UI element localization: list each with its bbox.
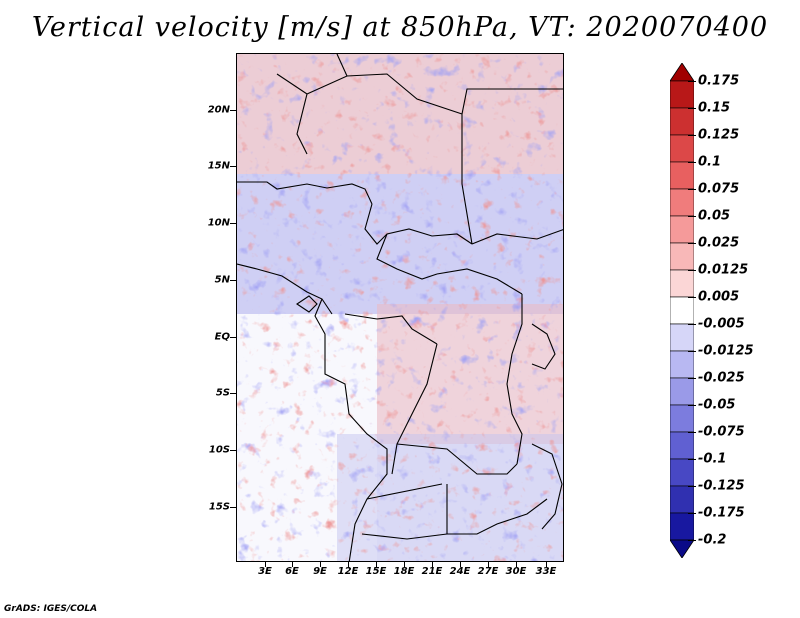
colorbar-tick — [688, 135, 696, 136]
colorbar-label: 0.175 — [698, 73, 740, 89]
lon-tick — [265, 562, 266, 567]
lon-label-9e: 9E — [313, 566, 327, 577]
lon-label-33e: 33E — [535, 566, 557, 577]
map-title: Vertical velocity [m/s] at 850hPa, VT: 2… — [31, 12, 769, 43]
colorbar-segment — [670, 107, 694, 136]
lon-label-12e: 12E — [337, 566, 359, 577]
colorbar-segment — [670, 188, 694, 217]
colorbar — [670, 63, 694, 558]
lat-label-5s: 5S — [215, 387, 230, 399]
colorbar-tick — [688, 108, 696, 109]
colorbar-tick — [688, 216, 696, 217]
lat-tick — [230, 507, 236, 508]
lon-tick — [404, 562, 405, 567]
lat-tick — [230, 450, 236, 451]
colorbar-tick — [688, 351, 696, 352]
lat-tick — [230, 223, 236, 224]
colorbar-tick — [688, 324, 696, 325]
colorbar-arrow-top — [670, 63, 694, 82]
colorbar-segment — [670, 431, 694, 460]
colorbar-label: -0.0125 — [698, 343, 754, 359]
colorbar-label: 0.025 — [698, 235, 740, 251]
colorbar-segment — [670, 377, 694, 406]
lon-tick — [546, 562, 547, 567]
colorbar-segment — [670, 296, 694, 325]
colorbar-segment — [670, 80, 694, 109]
colorbar-tick — [688, 486, 696, 487]
lon-label-30e: 30E — [505, 566, 527, 577]
colorbar-tick — [688, 81, 696, 82]
lon-tick — [292, 562, 293, 567]
lat-tick — [230, 110, 236, 111]
lon-tick — [376, 562, 377, 567]
colorbar-label: 0.125 — [698, 127, 740, 143]
colorbar-segment — [670, 485, 694, 514]
colorbar-tick — [688, 189, 696, 190]
colorbar-segment — [670, 512, 694, 541]
colorbar-arrow-bottom — [670, 539, 694, 558]
lon-tick — [488, 562, 489, 567]
lon-tick — [348, 562, 349, 567]
lat-label-20n: 20N — [207, 104, 230, 116]
colorbar-tick — [688, 540, 696, 541]
colorbar-segment — [670, 350, 694, 379]
colorbar-segment — [670, 134, 694, 163]
lon-tick — [516, 562, 517, 567]
lat-tick — [230, 337, 236, 338]
colorbar-segment — [670, 215, 694, 244]
colorbar-tick — [688, 270, 696, 271]
lat-label-15s: 15S — [208, 501, 230, 513]
colorbar-tick — [688, 405, 696, 406]
colorbar-segment — [670, 269, 694, 298]
colorbar-tick — [688, 243, 696, 244]
lat-label-5n: 5N — [214, 274, 230, 286]
lon-label-27e: 27E — [477, 566, 499, 577]
colorbar-tick — [688, 432, 696, 433]
colorbar-tick — [688, 459, 696, 460]
lon-label-15e: 15E — [365, 566, 387, 577]
colorbar-tick — [688, 297, 696, 298]
colorbar-label: -0.005 — [698, 316, 745, 332]
colorbar-segment — [670, 323, 694, 352]
lon-tick — [432, 562, 433, 567]
lon-label-24e: 24E — [449, 566, 471, 577]
colorbar-segment — [670, 404, 694, 433]
country-borders — [237, 54, 563, 561]
lon-label-6e: 6E — [285, 566, 299, 577]
colorbar-label: 0.05 — [698, 208, 731, 224]
colorbar-label: -0.175 — [698, 505, 745, 521]
colorbar-label: 0.15 — [698, 100, 731, 116]
colorbar-tick — [688, 378, 696, 379]
lat-label-10n: 10N — [207, 217, 230, 229]
velocity-field — [237, 54, 563, 561]
colorbar-label: -0.05 — [698, 397, 736, 413]
lat-tick — [230, 166, 236, 167]
lat-tick — [230, 280, 236, 281]
colorbar-label: -0.075 — [698, 424, 745, 440]
colorbar-label: -0.1 — [698, 451, 727, 467]
colorbar-segment — [670, 458, 694, 487]
colorbar-segment — [670, 242, 694, 271]
lon-tick — [460, 562, 461, 567]
colorbar-label: -0.2 — [698, 532, 727, 548]
lat-tick — [230, 393, 236, 394]
colorbar-label: -0.125 — [698, 478, 745, 494]
velocity-map — [236, 53, 564, 562]
colorbar-label: 0.075 — [698, 181, 740, 197]
lat-label-15n: 15N — [207, 160, 230, 172]
lon-label-21e: 21E — [421, 566, 443, 577]
lat-label-10s: 10S — [208, 444, 230, 456]
colorbar-tick — [688, 513, 696, 514]
colorbar-label: 0.005 — [698, 289, 740, 305]
lat-label-eq: EQ — [214, 331, 230, 343]
colorbar-tick — [688, 162, 696, 163]
colorbar-label: 0.1 — [698, 154, 722, 170]
colorbar-label: -0.025 — [698, 370, 745, 386]
colorbar-label: 0.0125 — [698, 262, 749, 278]
lon-label-3e: 3E — [258, 566, 272, 577]
footer-credit: GrADS: IGES/COLA — [4, 604, 98, 614]
colorbar-segment — [670, 161, 694, 190]
lon-tick — [320, 562, 321, 567]
lon-label-18e: 18E — [393, 566, 415, 577]
